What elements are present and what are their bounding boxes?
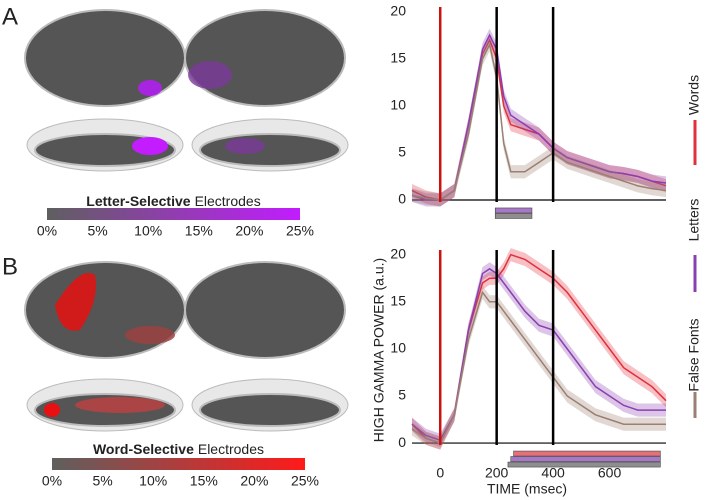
colorbar-title-bold: Word-Selective	[93, 441, 194, 457]
series-line	[411, 33, 667, 201]
y-tick-label: 0	[398, 434, 406, 450]
error-band	[412, 262, 666, 447]
brain-b	[24, 261, 349, 432]
x-axis-label: TIME (msec)	[487, 481, 567, 497]
significance-bar	[494, 207, 533, 214]
colorbar-tick-label: 20%	[240, 473, 268, 489]
y-tick-label: 10	[390, 97, 406, 113]
colorbar-tick-label: 0%	[42, 473, 62, 489]
significance-bar	[494, 213, 533, 219]
x-tick-label: 200	[485, 465, 509, 481]
colorbar-title-rest: Electrodes	[195, 193, 261, 209]
colorbar-title-rest: Electrodes	[198, 441, 264, 457]
colorbar-tick-label: 0%	[37, 223, 57, 239]
series-line	[411, 253, 667, 444]
legend-label: Words	[686, 75, 702, 115]
colorbar	[47, 208, 300, 220]
y-axis-label: HIGH GAMMA POWER (a.u.)	[371, 258, 387, 442]
y-tick-label: 0	[398, 191, 406, 207]
significance-bar	[507, 461, 661, 468]
series-line	[411, 290, 666, 444]
colorbar	[52, 458, 305, 470]
y-tick-label: 20	[390, 245, 406, 261]
colorbar-tick-label: 10%	[134, 223, 162, 239]
significance-bar	[513, 450, 661, 457]
series-line	[411, 42, 667, 201]
y-tick-label: 15	[390, 49, 406, 65]
legend-label: Letters	[686, 199, 702, 242]
colorbar-tick-label: 20%	[235, 223, 263, 239]
colorbar-tick-label: 25%	[291, 473, 319, 489]
panel-label: B	[2, 253, 18, 280]
colorbar-tick-label: 25%	[286, 223, 314, 239]
significance-bar	[510, 456, 661, 462]
error-band	[412, 38, 666, 207]
panel-label: A	[2, 3, 18, 30]
colorbar-title-bold: Letter-Selective	[86, 193, 190, 209]
y-tick-label: 10	[390, 340, 406, 356]
colorbar-tick-label: 10%	[139, 473, 167, 489]
colorbar-tick-label: 15%	[190, 473, 218, 489]
colorbar-tick-label: 15%	[185, 223, 213, 239]
y-tick-label: 15	[390, 292, 406, 308]
colorbar-title: Letter-Selective Electrodes	[86, 193, 260, 209]
legend-label: False Fonts	[686, 318, 702, 391]
error-band	[412, 33, 666, 207]
brain-a	[24, 9, 349, 172]
x-tick-label: 400	[541, 465, 565, 481]
colorbar-tick-label: 5%	[87, 223, 107, 239]
colorbar-title: Word-Selective Electrodes	[93, 441, 264, 457]
colorbar-tick-label: 5%	[92, 473, 112, 489]
x-tick-label: 600	[598, 465, 622, 481]
y-tick-label: 5	[398, 387, 406, 403]
y-tick-label: 20	[390, 2, 406, 18]
y-tick-label: 5	[398, 144, 406, 160]
x-tick-label: 0	[436, 465, 444, 481]
